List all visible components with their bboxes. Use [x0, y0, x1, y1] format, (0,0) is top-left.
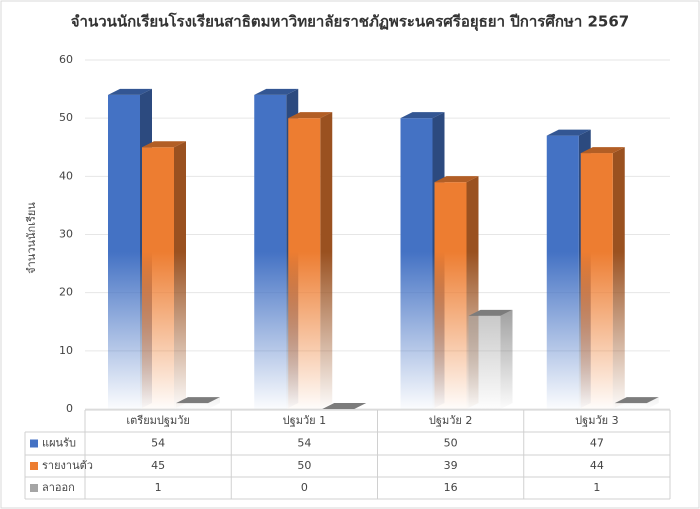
x-tick-label: ปฐมวัย 2	[429, 414, 472, 427]
bar-top	[546, 129, 591, 136]
y-tick-label: 40	[59, 169, 73, 182]
y-tick-label: 20	[59, 286, 73, 299]
bar	[176, 403, 208, 409]
table-value: 1	[593, 481, 600, 494]
x-tick-label: ปฐมวัย 1	[283, 414, 326, 427]
y-tick-label: 0	[66, 402, 73, 415]
legend-swatch	[30, 484, 38, 492]
bar-top	[614, 397, 659, 404]
x-tick-label: เตรียมปฐมวัย	[126, 414, 189, 427]
table-value: 1	[155, 481, 162, 494]
table-value: 54	[297, 437, 311, 450]
bar	[434, 182, 467, 409]
table-value: 50	[444, 437, 458, 450]
bar	[614, 403, 647, 409]
bar-top	[288, 112, 333, 119]
bar	[254, 94, 287, 410]
legend-swatch	[30, 462, 38, 470]
bar	[400, 118, 433, 410]
table-value: 47	[590, 437, 604, 450]
bar-top	[176, 397, 220, 404]
bar-top	[254, 88, 299, 95]
bar-side	[174, 141, 186, 409]
bar-side	[500, 309, 513, 409]
y-tick-label: 30	[59, 228, 73, 241]
legend-swatch	[30, 439, 38, 448]
bar	[580, 153, 613, 409]
bar-side	[646, 397, 659, 409]
bar-top	[434, 176, 479, 183]
bar	[142, 147, 174, 409]
bar-top	[142, 141, 186, 148]
x-tick-label: ปฐมวัย 3	[575, 414, 618, 427]
bar-side	[612, 147, 625, 410]
bar-top	[468, 309, 513, 316]
table-value: 50	[297, 459, 311, 472]
chart-title: จำนวนนักเรียนโรงเรียนสาธิตมหาวิทยาลัยราช…	[71, 12, 629, 32]
y-axis-label: จำนวนนักเรียน	[25, 202, 38, 274]
table-value: 45	[151, 459, 165, 472]
bar-side	[208, 397, 220, 409]
y-tick-label: 60	[59, 53, 73, 66]
table-value: 16	[444, 481, 458, 494]
legend-label: รายงานตัว	[42, 459, 93, 472]
bar	[468, 315, 501, 409]
y-tick-label: 10	[59, 344, 73, 357]
bar-top	[322, 403, 367, 409]
legend-label: แผนรับ	[42, 437, 76, 450]
table-value: 39	[444, 459, 458, 472]
bar-side	[320, 112, 333, 410]
table-value: 44	[590, 459, 604, 472]
bar	[288, 118, 321, 410]
legend-label: ลาออก	[42, 481, 75, 494]
table-value: 54	[151, 437, 165, 450]
bar	[108, 94, 140, 410]
y-tick-label: 50	[59, 111, 73, 124]
bar-top	[580, 147, 625, 154]
bar-top	[108, 88, 152, 95]
bar	[546, 135, 579, 409]
table-value: 0	[301, 481, 308, 494]
bar-top	[400, 112, 445, 119]
